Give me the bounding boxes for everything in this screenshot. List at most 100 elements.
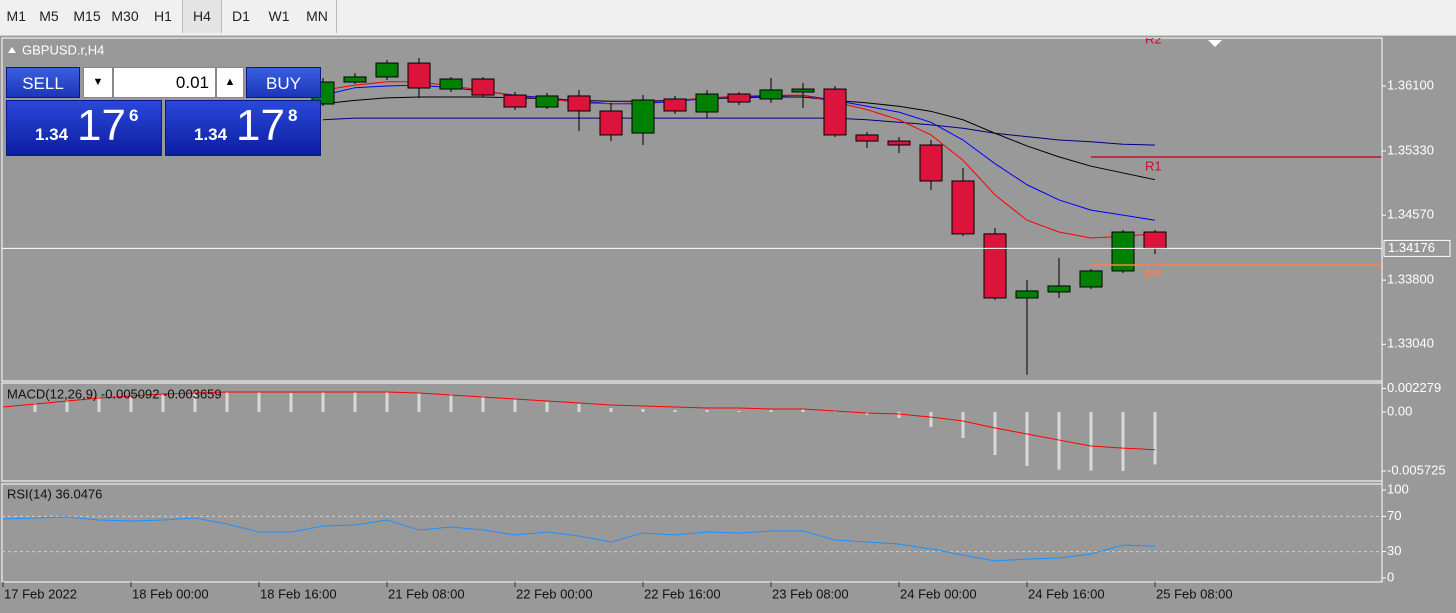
price-big: 1.34 (194, 125, 228, 144)
candle-body (631, 99, 655, 134)
candle-body (343, 76, 367, 83)
price-tick-label: 1.33800 (1387, 272, 1434, 287)
rsi-tick-label: 30 (1387, 543, 1401, 558)
timeframe-button[interactable]: W1 (268, 8, 290, 24)
timeframe-button[interactable]: D1 (232, 8, 250, 24)
pane-title: GBPUSD.r,H4 (22, 42, 104, 57)
macd-bar (193, 393, 197, 413)
shift-marker (1208, 40, 1222, 47)
x-tick-label: 24 Feb 00:00 (900, 586, 977, 601)
volume-dropdown[interactable]: ▼ (83, 67, 113, 98)
x-tick-label: 25 Feb 08:00 (1156, 586, 1233, 601)
macd-bar (225, 392, 229, 413)
timeframe-button[interactable]: M1 (6, 8, 26, 24)
macd-bar (1121, 412, 1125, 472)
candle-body (983, 233, 1007, 299)
candle-body (919, 144, 943, 182)
volume-up[interactable]: ▲ (216, 67, 244, 98)
timeframe-button[interactable]: M30 (111, 8, 139, 24)
macd-bar (129, 396, 133, 413)
macd-bar (1153, 412, 1157, 465)
candle-body (407, 62, 431, 89)
candle-body (1015, 290, 1039, 299)
macd-bar (609, 407, 613, 413)
macd-bar (289, 393, 293, 413)
candle-body (663, 98, 687, 112)
candle-body (823, 88, 847, 136)
macd-bar (577, 403, 581, 413)
x-tick-label: 17 Feb 2022 (4, 586, 77, 601)
candle-body (887, 140, 911, 146)
pane-title: MACD(12,26,9) -0.005092 -0.003659 (7, 386, 222, 401)
candle-body (695, 93, 719, 113)
price-pips: 17 (77, 101, 126, 150)
x-tick-label: 18 Feb 00:00 (132, 586, 209, 601)
candle-body (535, 95, 559, 108)
x-tick-label: 23 Feb 08:00 (772, 586, 849, 601)
pivot-label: R2 (1145, 31, 1162, 46)
macd-bar (737, 410, 741, 413)
pane-title: RSI(14) 36.0476 (7, 486, 102, 501)
timeframe-button[interactable]: M15 (73, 8, 101, 24)
candle-body (375, 62, 399, 78)
macd-bar (993, 412, 997, 456)
x-tick-label: 22 Feb 00:00 (516, 586, 593, 601)
candle-body (503, 94, 527, 108)
candle-body (1047, 285, 1071, 293)
macd-tick-label: -0.005725 (1387, 462, 1446, 477)
buy-button[interactable]: BUY (246, 67, 321, 98)
macd-tick-label: 0.002279 (1387, 380, 1441, 395)
candle-body (1079, 270, 1103, 288)
macd-bar (513, 399, 517, 413)
rsi-tick-label: 70 (1387, 508, 1401, 523)
macd-bar (417, 393, 421, 413)
timeframe-button[interactable]: M5 (39, 8, 59, 24)
current-price-label: 1.34176 (1388, 240, 1435, 255)
macd-bar (545, 402, 549, 413)
symbol-marker (8, 47, 16, 53)
sell-price[interactable]: 1.34 17 6 (6, 100, 162, 156)
toolbar-separator (336, 0, 337, 33)
rsi-line (2, 516, 1156, 562)
current-price-box (1383, 239, 1451, 257)
timeframe-toolbar: M1 M5 M15 M30 H1 H4 D1 W1 MN (0, 0, 1456, 36)
price-tick-label: 1.34570 (1387, 207, 1434, 222)
macd-bar (1089, 412, 1093, 471)
macd-bar (97, 396, 101, 413)
macd-bar (673, 410, 677, 413)
macd-bar (353, 392, 357, 413)
macd-bar (769, 410, 773, 413)
candle-body (951, 180, 975, 235)
moving-average (322, 117, 1156, 146)
macd-bar (801, 409, 805, 413)
candle-body (1111, 231, 1135, 272)
candle-body (855, 134, 879, 142)
x-tick-label: 21 Feb 08:00 (388, 586, 465, 601)
macd-bar (385, 392, 389, 413)
macd-bar (1057, 412, 1061, 470)
price-tick-label: 1.36100 (1387, 77, 1434, 92)
timeframe-button[interactable]: H1 (154, 8, 172, 24)
x-tick-label: 22 Feb 16:00 (644, 586, 721, 601)
timeframe-button[interactable]: H4 (182, 0, 222, 33)
macd-bar (321, 392, 325, 413)
sell-button[interactable]: SELL (6, 67, 80, 98)
macd-bar (65, 400, 69, 413)
candle-body (759, 89, 783, 100)
candle-body (471, 78, 495, 96)
pivot-label: PP (1145, 266, 1162, 281)
macd-bar (33, 403, 37, 413)
macd-bar (161, 393, 165, 413)
timeframe-button[interactable]: MN (306, 8, 328, 24)
candle-body (1143, 231, 1167, 249)
buy-price[interactable]: 1.34 17 8 (165, 100, 321, 156)
candle-body (567, 95, 591, 112)
price-tick-label: 1.35330 (1387, 142, 1434, 157)
macd-bar (481, 396, 485, 413)
volume-input[interactable]: 0.01 (113, 67, 216, 98)
macd-signal (2, 391, 1156, 451)
x-tick-label: 24 Feb 16:00 (1028, 586, 1105, 601)
main-pane: R2 R1 PP (311, 31, 1382, 375)
